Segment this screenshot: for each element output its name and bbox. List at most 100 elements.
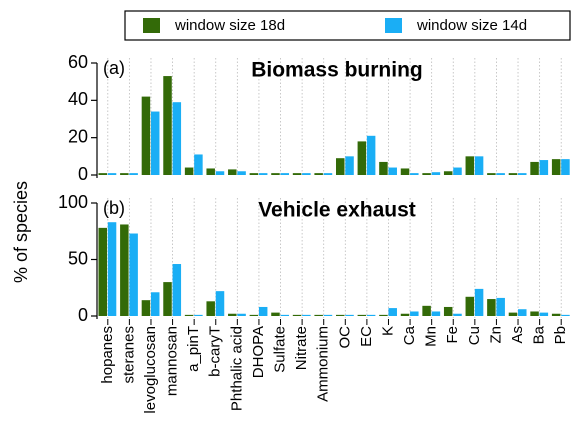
bar xyxy=(302,314,311,316)
chart-title: Vehicle exhaust xyxy=(258,199,416,222)
x-tick-label: Ammonium xyxy=(315,326,332,402)
bar xyxy=(422,305,431,316)
bar xyxy=(443,306,453,316)
bar xyxy=(323,314,333,316)
bar xyxy=(410,173,419,175)
bar xyxy=(379,161,388,175)
bar xyxy=(357,141,367,175)
legend-swatch xyxy=(143,18,160,33)
bar xyxy=(465,296,475,316)
bar xyxy=(107,173,117,175)
bar xyxy=(129,173,138,175)
bar xyxy=(237,313,246,316)
x-tick-label: Fe xyxy=(444,326,461,344)
panel-label: (a) xyxy=(103,58,125,78)
bar xyxy=(431,311,441,316)
x-tick-label: K xyxy=(379,326,396,336)
bar xyxy=(379,314,388,316)
y-tick-label: 50 xyxy=(68,248,88,268)
x-tick-label: EC xyxy=(358,326,375,347)
panel-label: (b) xyxy=(103,198,125,218)
bar xyxy=(172,264,182,316)
bar xyxy=(530,311,539,316)
bar xyxy=(163,76,172,175)
bar xyxy=(194,314,203,316)
bar xyxy=(474,288,484,316)
bar xyxy=(184,167,194,175)
bar xyxy=(280,314,290,316)
bar xyxy=(530,161,539,175)
x-tick-label: Zn xyxy=(487,326,504,344)
bar xyxy=(431,172,441,175)
bar xyxy=(150,111,160,175)
bar xyxy=(120,173,129,175)
bar xyxy=(453,313,462,316)
bar xyxy=(410,311,419,316)
x-tick-label: b-caryT xyxy=(207,326,224,377)
bar xyxy=(302,173,311,175)
x-tick-label: Nitrate xyxy=(293,326,310,370)
bar xyxy=(249,314,259,316)
y-tick-label: 0 xyxy=(78,305,88,325)
y-tick-label: 40 xyxy=(68,89,88,109)
bar xyxy=(271,173,280,175)
bar xyxy=(551,159,561,175)
x-tick-label: steranes xyxy=(120,326,137,384)
x-tick-label: a_pinT xyxy=(185,326,202,372)
bar xyxy=(551,313,561,316)
y-tick-label: 0 xyxy=(78,164,88,184)
bar xyxy=(150,292,160,316)
bar xyxy=(388,167,397,175)
y-axis-label: % of species xyxy=(11,181,31,283)
bar xyxy=(215,291,225,316)
bar xyxy=(172,102,182,175)
bar xyxy=(314,314,323,316)
bar xyxy=(345,156,354,175)
bar xyxy=(206,168,215,175)
bar xyxy=(388,308,397,316)
bar xyxy=(508,173,518,175)
bar xyxy=(107,222,117,316)
bar xyxy=(228,313,237,316)
bar xyxy=(518,309,527,316)
bar xyxy=(215,171,225,175)
bar xyxy=(194,154,203,175)
bar xyxy=(496,297,505,316)
bar xyxy=(508,312,518,316)
bar xyxy=(366,314,376,316)
legend-label: window size 18d xyxy=(174,17,285,34)
x-tick-label: Mn xyxy=(423,326,440,347)
bar xyxy=(280,173,290,175)
bar xyxy=(292,173,302,175)
bar xyxy=(228,169,237,175)
bar xyxy=(561,159,570,175)
bar xyxy=(206,301,215,316)
bar xyxy=(98,173,107,175)
bar xyxy=(258,306,268,316)
bar xyxy=(271,312,280,316)
y-tick-label: 60 xyxy=(68,52,88,72)
bar xyxy=(336,158,345,175)
y-tick-label: 20 xyxy=(68,126,88,146)
x-tick-label: Sulfate xyxy=(271,326,288,373)
x-tick-label: Ca xyxy=(401,325,418,345)
bar xyxy=(453,167,462,175)
legend-box xyxy=(124,10,571,41)
x-tick-label: Cu xyxy=(466,326,483,345)
bar xyxy=(465,156,475,175)
bar xyxy=(400,313,410,316)
x-tick-label: Phthalic acid xyxy=(228,326,245,411)
bar xyxy=(539,312,549,316)
x-tick-label: hopanes xyxy=(99,326,116,384)
y-tick-label: 100 xyxy=(58,192,88,212)
legend-swatch xyxy=(385,18,402,33)
x-tick-label: Ba xyxy=(531,325,548,344)
bar xyxy=(496,173,505,175)
bar xyxy=(141,300,151,316)
x-tick-label: levoglucosan xyxy=(142,326,159,414)
bar xyxy=(400,168,410,175)
bar xyxy=(561,314,570,316)
bar xyxy=(129,233,138,316)
bar xyxy=(345,314,354,316)
